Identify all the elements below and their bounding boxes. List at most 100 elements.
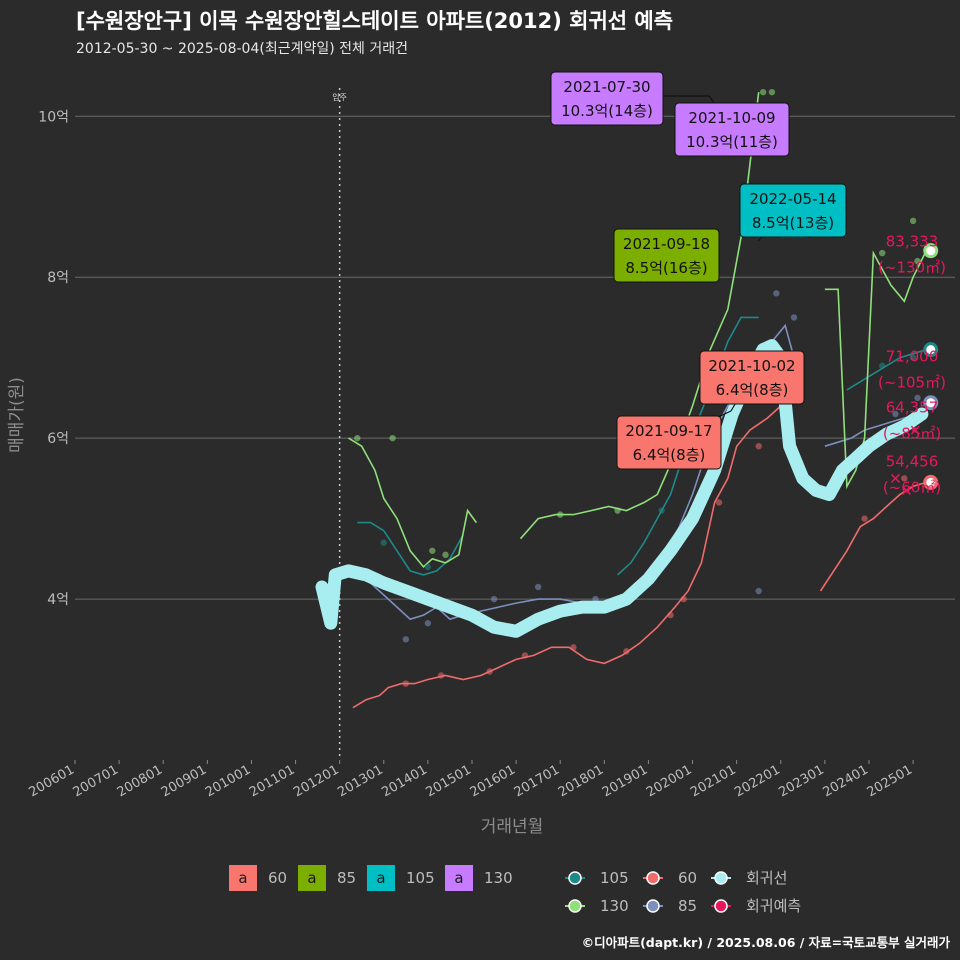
series-line-130-9 — [519, 92, 760, 540]
end-label-value-1: 71,000 — [886, 348, 939, 366]
scatter-point-0 — [667, 611, 674, 619]
forecast-mark-0 — [890, 473, 900, 483]
callout-3: 2021-09-18 8.5억(16층) — [613, 228, 720, 283]
series-line-60-0 — [352, 389, 799, 709]
x-tick-label-10: 201601 — [468, 762, 518, 800]
end-label-value-2: 64,357 — [886, 398, 939, 416]
legend-fill-label-105: 105 — [406, 869, 435, 887]
scatter-point-35 — [614, 507, 621, 514]
y-tick-label-3: 10억 — [38, 109, 69, 125]
y-axis-title: 매매가(원) — [7, 377, 27, 453]
legend-fill-label-60: 60 — [268, 869, 287, 887]
callout-box-2 — [739, 183, 847, 238]
x-tick-label-0: 200601 — [27, 762, 77, 800]
callout-price-3: 8.5억(16층) — [625, 259, 707, 277]
scatter-point-24 — [380, 539, 387, 546]
scatter-point-19 — [773, 290, 780, 297]
end-label-value-0: 83,333 — [886, 233, 939, 251]
scatter-point-26 — [658, 507, 665, 514]
x-tick-label-9: 201501 — [424, 762, 474, 800]
scatter-point-20 — [790, 314, 798, 321]
scatter-point-9 — [755, 442, 762, 450]
x-tick-label-4: 201001 — [203, 762, 253, 800]
x-tick-label-14: 202001 — [644, 762, 694, 800]
move-in-label: 입주 — [332, 93, 347, 102]
chart-title: [수원장안구] 이목 수원장안힐스테이트 아파트(2012) 회귀선 예측 — [76, 9, 673, 33]
scatter-point-5 — [486, 668, 493, 675]
scatter-point-28 — [879, 362, 886, 369]
callout-1: 2021-10-09 10.3억(11층) — [674, 95, 790, 157]
legend-fill-key-105 — [367, 865, 395, 891]
legend-fill-key-130 — [445, 865, 473, 891]
scatter-point-1 — [680, 595, 687, 603]
callout-date-5: 2021-09-17 — [625, 422, 712, 440]
legend-line-label-1: 60 — [678, 869, 697, 887]
scatter-point-40 — [909, 217, 917, 225]
callout-date-0: 2021-07-30 — [563, 78, 650, 96]
scatter-point-6 — [437, 672, 445, 679]
legend-fill-label-130: 130 — [484, 869, 513, 887]
end-label-area-0: (~130㎡) — [878, 259, 946, 277]
callout-price-0: 10.3억(14층) — [561, 102, 653, 120]
scatter-point-8 — [715, 499, 723, 506]
legend-fill-key-text-130: a — [454, 869, 463, 887]
end-labels: 83,333 (~130㎡) 71,000 (~105㎡) 64,357 (~85㎡) 54… — [878, 233, 946, 497]
end-label-value-3: 54,456 — [886, 452, 939, 470]
end-label-area-2: (~85㎡) — [883, 424, 941, 442]
legend-line-dot-3 — [568, 899, 582, 913]
y-tick-label-0: 4억 — [47, 592, 69, 608]
endpoint-marker-3 — [923, 474, 939, 490]
callout-date-4: 2021-10-02 — [708, 357, 795, 375]
callout-box-3 — [613, 228, 720, 283]
endpoint-marker-2 — [923, 395, 939, 411]
end-label-area-3: (~60㎡) — [883, 478, 941, 496]
scatter-point-4 — [521, 652, 529, 659]
x-tick-label-13: 201901 — [600, 762, 650, 800]
scatter-point-23 — [755, 587, 762, 595]
x-tick-label-16: 202201 — [732, 762, 782, 800]
scatter-point-13 — [424, 620, 432, 627]
series-line-130-8 — [348, 437, 478, 569]
legend-fill-key-60 — [229, 865, 257, 891]
callout-date-2: 2022-05-14 — [749, 190, 836, 208]
scatter-point-37 — [759, 88, 767, 96]
x-tick-label-6: 201201 — [291, 762, 341, 800]
scatter-point-11 — [861, 515, 868, 522]
scatter-point-15 — [534, 583, 542, 591]
callout-0: 2021-07-30 10.3억(14층) — [550, 71, 709, 126]
callout-price-4: 6.4억(8층) — [716, 381, 789, 399]
legend: a 60 a 85 a 105 a 130 105 60 회귀선 130 85 회귀예측 — [229, 865, 801, 915]
legend-line-dot-5 — [714, 899, 728, 913]
callout-labels: 2021-07-30 10.3억(14층) 2021-10-09 10.3억(11층)… — [550, 71, 847, 470]
legend-fill-label-85: 85 — [337, 869, 356, 887]
scatter-point-3 — [570, 644, 577, 651]
scatter-point-22 — [914, 394, 921, 402]
scatter-points — [354, 88, 921, 687]
scatter-point-34 — [557, 511, 564, 518]
legend-line-dot-2 — [714, 871, 728, 885]
callout-date-3: 2021-09-18 — [623, 235, 710, 253]
x-tick-label-17: 202301 — [776, 762, 826, 800]
x-tick-label-15: 202101 — [688, 762, 738, 800]
legend-line-label-4: 85 — [678, 897, 697, 915]
gridlines — [75, 115, 955, 600]
x-tick-label-11: 201701 — [512, 762, 562, 800]
legend-fill-key-85 — [298, 865, 326, 891]
scatter-point-14 — [490, 595, 498, 603]
footer-credit: ©디아파트(dapt.kr) / 2025.08.06 / 자료=국토교통부 실… — [582, 935, 951, 950]
move-in-marker: 입주 — [332, 88, 347, 760]
legend-line-label-5: 회귀예측 — [746, 897, 801, 915]
x-tick-label-2: 200801 — [115, 762, 165, 800]
callout-box-5 — [616, 415, 722, 470]
endpoint-markers — [890, 243, 939, 495]
forecast-mark-1 — [901, 485, 912, 495]
scatter-point-25 — [424, 563, 432, 571]
x-tick-label-7: 201301 — [335, 762, 385, 800]
regression-line-path — [315, 339, 929, 638]
x-tick-label-8: 201401 — [379, 762, 429, 800]
scatter-point-41 — [914, 257, 921, 265]
series-line-105-7 — [846, 348, 927, 391]
scatter-point-32 — [429, 547, 436, 554]
callout-4: 2021-10-02 6.4억(8층) — [699, 350, 805, 412]
